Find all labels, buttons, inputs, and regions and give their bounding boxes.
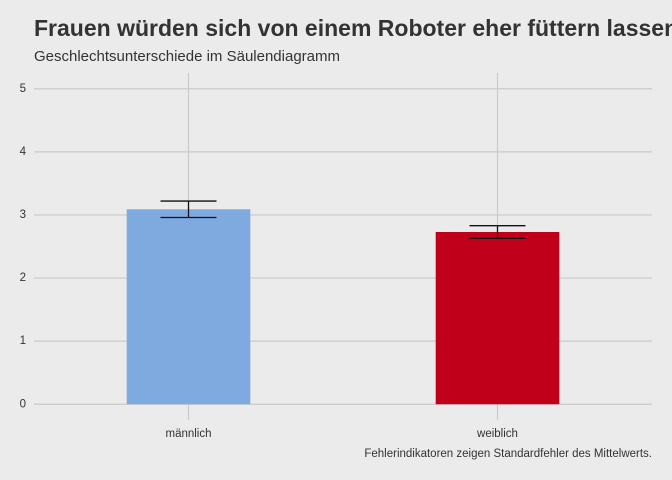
bar <box>435 231 560 405</box>
y-tick-label: 2 <box>20 272 26 284</box>
x-tick-label: weiblich <box>476 428 518 440</box>
chart-title: Frauen würden sich von einem Roboter ehe… <box>34 15 672 41</box>
y-tick-label: 4 <box>20 146 27 158</box>
y-tick-label: 1 <box>20 335 26 347</box>
caption: Fehlerindikatoren zeigen Standardfehler … <box>364 448 652 460</box>
bar <box>126 209 251 405</box>
y-tick-label: 3 <box>20 209 26 221</box>
chart-subtitle: Geschlechtsunterschiede im Säulendiagram… <box>34 48 340 65</box>
x-tick-label: männlich <box>165 428 211 440</box>
y-tick-label: 0 <box>20 398 26 410</box>
y-tick-label: 5 <box>20 83 26 95</box>
